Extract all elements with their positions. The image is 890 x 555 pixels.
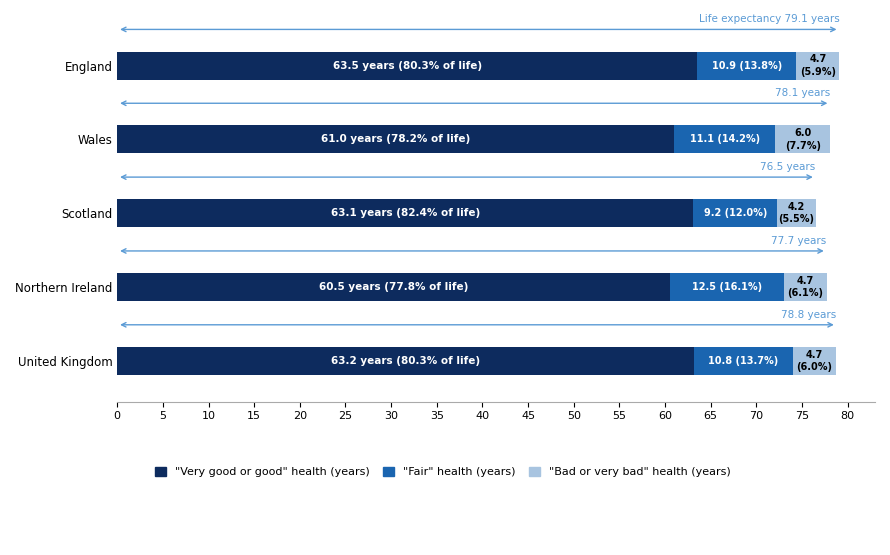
Bar (117, 347, 694, 375)
Bar (793, 347, 836, 375)
Bar (775, 125, 830, 154)
Text: 76.5 years: 76.5 years (760, 162, 815, 172)
Bar (669, 273, 784, 301)
Text: 78.8 years: 78.8 years (781, 310, 837, 320)
Text: Life expectancy 79.1 years: Life expectancy 79.1 years (699, 14, 839, 24)
Bar (674, 125, 775, 154)
Bar (777, 199, 815, 228)
Text: 61.0 years (78.2% of life): 61.0 years (78.2% of life) (321, 134, 470, 144)
Text: 78.1 years: 78.1 years (775, 88, 830, 98)
Text: 60.5 years (77.8% of life): 60.5 years (77.8% of life) (319, 282, 468, 292)
Text: 11.1 (14.2%): 11.1 (14.2%) (690, 134, 760, 144)
Text: 4.7
(5.9%): 4.7 (5.9%) (800, 54, 836, 77)
Text: 10.9 (13.8%): 10.9 (13.8%) (712, 60, 781, 70)
Bar (117, 52, 697, 79)
Bar (117, 199, 693, 228)
Bar (797, 52, 839, 79)
Text: 6.0
(7.7%): 6.0 (7.7%) (785, 128, 821, 150)
Bar (694, 347, 793, 375)
Text: 4.7
(6.0%): 4.7 (6.0%) (797, 350, 832, 372)
Bar (117, 125, 674, 154)
Bar (117, 273, 669, 301)
Text: 9.2 (12.0%): 9.2 (12.0%) (704, 208, 767, 218)
Text: 10.8 (13.7%): 10.8 (13.7%) (708, 356, 779, 366)
Text: 4.7
(6.1%): 4.7 (6.1%) (787, 276, 823, 299)
Bar (697, 52, 797, 79)
Text: 63.2 years (80.3% of life): 63.2 years (80.3% of life) (331, 356, 481, 366)
Text: 4.2
(5.5%): 4.2 (5.5%) (779, 202, 814, 224)
Text: 12.5 (16.1%): 12.5 (16.1%) (692, 282, 762, 292)
Legend: "Very good or good" health (years), "Fair" health (years), "Bad or very bad" hea: "Very good or good" health (years), "Fai… (152, 463, 734, 481)
Text: 63.1 years (82.4% of life): 63.1 years (82.4% of life) (331, 208, 480, 218)
Bar (693, 199, 777, 228)
Text: 63.5 years (80.3% of life): 63.5 years (80.3% of life) (333, 60, 481, 70)
Text: 77.7 years: 77.7 years (772, 236, 827, 246)
Bar (784, 273, 827, 301)
